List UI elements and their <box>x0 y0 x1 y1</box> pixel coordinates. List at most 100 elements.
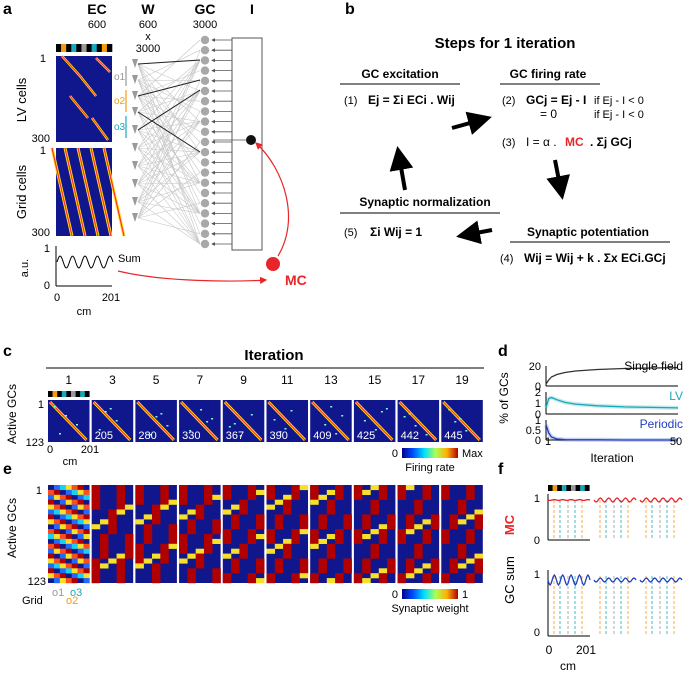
c-spurious-field <box>250 414 253 416</box>
e-weight-cell <box>266 578 275 584</box>
e-weight-cell <box>247 578 257 584</box>
e-weight-cell <box>414 568 423 574</box>
e-weight-cell <box>53 543 61 549</box>
e-weight-cell <box>326 509 336 515</box>
c-iteration-label: 19 <box>455 373 469 387</box>
e-weight-cell <box>378 538 388 544</box>
e-weight-cell <box>335 573 344 579</box>
environment-segment <box>86 44 92 52</box>
e-weight-cell <box>466 558 475 564</box>
e-weight-cell <box>239 553 248 559</box>
e-weight-cell <box>59 553 66 559</box>
synapse-line <box>137 151 201 203</box>
e-weight-cell <box>187 519 196 525</box>
e-weight-cell <box>397 494 407 500</box>
e-weight-cell <box>310 538 319 544</box>
e-weight-cell <box>48 519 55 525</box>
e-weight-cell <box>397 534 407 540</box>
e-weight-cell <box>59 494 66 500</box>
b-syn-pot: Synaptic potentiation <box>527 225 649 239</box>
e-weight-cell <box>83 578 90 584</box>
e-weight-cell <box>65 514 72 520</box>
e-weight-cell <box>91 568 101 574</box>
panel-label-a: a <box>3 1 12 18</box>
e-weight-cell <box>299 558 309 564</box>
c-iteration-label: 1 <box>65 373 72 387</box>
e-weight-cell <box>222 509 232 515</box>
e-weight-cell <box>71 568 78 574</box>
c-spurious-field <box>279 431 282 433</box>
e-weight-cell <box>318 558 327 564</box>
sum-x-0: 0 <box>54 292 60 304</box>
e-weight-cell <box>53 563 61 569</box>
e-weight-cell <box>274 499 284 505</box>
f-ylabel-gc: GC sum <box>502 556 517 604</box>
c-spurious-field <box>65 415 67 417</box>
e-weight-cell <box>59 504 66 510</box>
b-eq3-mc: MC <box>565 135 584 149</box>
e-weight-cell <box>422 538 431 544</box>
e-weight-cell <box>397 489 407 495</box>
sum-trace <box>56 255 114 269</box>
e-weight-cell <box>231 563 240 569</box>
e-weight-cell <box>466 489 475 495</box>
e-weight-cell <box>143 524 153 530</box>
synapse-line <box>137 201 201 245</box>
e-weight-cell <box>116 504 126 510</box>
e-weight-cell <box>449 563 459 569</box>
e-weight-cell <box>256 519 265 525</box>
e-weight-cell <box>387 514 396 520</box>
e-weight-cell <box>116 568 126 574</box>
e-weight-cell <box>422 563 431 569</box>
e-weight-cell <box>71 578 78 584</box>
e-weight-cell <box>239 509 248 515</box>
e-weight-cell <box>378 568 388 574</box>
e-weight-cell <box>195 548 205 554</box>
e-weight-cell <box>48 509 55 515</box>
e-weight-cell <box>71 509 78 515</box>
e-weight-cell <box>71 499 78 505</box>
environment-segment <box>61 44 67 52</box>
e-weight-cell <box>204 485 213 491</box>
e-weight-cell <box>124 534 134 540</box>
gc-neuron <box>200 219 210 228</box>
c-iteration-label: 13 <box>324 373 338 387</box>
f-tick-1b: 1 <box>534 569 540 581</box>
e-weight-cell <box>231 519 240 525</box>
e-weight-cell <box>422 519 431 525</box>
f-environment-segment <box>552 485 558 491</box>
mc-node <box>266 257 280 271</box>
e-weight-cell <box>441 578 450 584</box>
e-weight-cell <box>222 538 232 544</box>
c-diagonal-core <box>136 401 175 441</box>
c-diagonal-core <box>93 401 131 441</box>
c-cbar-min: 0 <box>392 448 398 460</box>
e-weight-cell <box>83 543 90 549</box>
e-weight-cell <box>335 538 344 544</box>
e-weight-cell <box>239 504 248 510</box>
synapse-line <box>137 60 201 203</box>
e-weight-cell <box>135 519 144 525</box>
f-environment-segment <box>575 485 581 491</box>
b-gc-firing: GC firing rate <box>510 67 587 81</box>
d-ylabel: % of GCs <box>497 372 511 423</box>
c-environment-segment <box>66 391 72 397</box>
e-weight-cell <box>168 543 178 549</box>
c-count-label: 367 <box>226 430 244 442</box>
header-ec-n: 600 <box>88 19 106 31</box>
e-weight-cell <box>91 504 101 510</box>
e-weight-cell <box>247 538 257 544</box>
synapse-line <box>137 141 201 219</box>
e-weight-cell <box>59 548 66 554</box>
e-weight-cell <box>179 543 188 549</box>
e-weight-cell <box>353 578 363 584</box>
e-weight-cell <box>152 553 161 559</box>
e-weight-cell <box>124 543 134 549</box>
e-weight-cell <box>168 538 178 544</box>
e-weight-cell <box>222 534 232 540</box>
e-weight-cell <box>378 494 388 500</box>
e-legend-o2: o2 <box>66 595 78 607</box>
e-weight-cell <box>59 538 66 544</box>
e-weight-cell <box>48 563 55 569</box>
f-environment-segment <box>561 485 567 491</box>
